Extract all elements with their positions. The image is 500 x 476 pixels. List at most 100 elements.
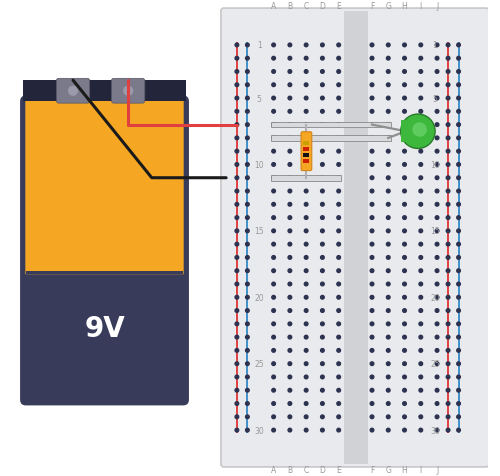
Text: 1: 1 [432, 41, 438, 50]
Circle shape [419, 163, 422, 167]
Circle shape [386, 124, 390, 127]
Circle shape [435, 243, 439, 247]
Circle shape [370, 57, 374, 61]
Circle shape [272, 190, 276, 193]
Circle shape [435, 97, 439, 100]
Circle shape [235, 336, 238, 339]
Circle shape [457, 84, 460, 88]
Circle shape [402, 229, 406, 233]
Circle shape [435, 163, 439, 167]
Circle shape [246, 309, 249, 313]
Circle shape [400, 115, 435, 149]
Circle shape [320, 402, 324, 406]
Circle shape [288, 150, 292, 154]
Circle shape [272, 124, 276, 127]
Circle shape [337, 415, 340, 419]
Circle shape [402, 216, 406, 220]
Circle shape [304, 269, 308, 273]
Circle shape [386, 57, 390, 61]
Circle shape [386, 84, 390, 88]
Circle shape [272, 256, 276, 260]
Circle shape [435, 336, 439, 339]
Text: B: B [288, 2, 292, 10]
Circle shape [337, 296, 340, 299]
Circle shape [402, 243, 406, 247]
Circle shape [435, 309, 439, 313]
Circle shape [402, 57, 406, 61]
Text: A: A [271, 466, 276, 474]
Circle shape [337, 150, 340, 154]
Circle shape [402, 415, 406, 419]
Circle shape [288, 124, 292, 127]
Circle shape [288, 177, 292, 180]
Circle shape [402, 163, 406, 167]
Circle shape [457, 296, 460, 299]
Circle shape [446, 388, 450, 392]
Circle shape [435, 177, 439, 180]
Circle shape [272, 44, 276, 48]
Circle shape [402, 296, 406, 299]
Circle shape [246, 415, 249, 419]
Circle shape [446, 70, 450, 74]
Circle shape [446, 336, 450, 339]
Circle shape [435, 124, 439, 127]
Circle shape [446, 243, 450, 247]
Circle shape [320, 44, 324, 48]
FancyBboxPatch shape [56, 79, 90, 104]
Text: A: A [271, 2, 276, 10]
Circle shape [446, 203, 450, 207]
Circle shape [457, 150, 460, 154]
Circle shape [320, 349, 324, 352]
Circle shape [246, 296, 249, 299]
Circle shape [320, 177, 324, 180]
Circle shape [288, 428, 292, 432]
Circle shape [288, 322, 292, 326]
Circle shape [446, 362, 450, 366]
Circle shape [320, 124, 324, 127]
Circle shape [402, 97, 406, 100]
Circle shape [370, 84, 374, 88]
Circle shape [272, 376, 276, 379]
Circle shape [457, 376, 460, 379]
Circle shape [304, 97, 308, 100]
Circle shape [370, 256, 374, 260]
Circle shape [402, 283, 406, 286]
Circle shape [246, 137, 249, 140]
Circle shape [246, 203, 249, 207]
Circle shape [386, 296, 390, 299]
Circle shape [435, 415, 439, 419]
Circle shape [446, 124, 450, 127]
Circle shape [272, 70, 276, 74]
Text: 20: 20 [430, 293, 440, 302]
Circle shape [124, 87, 132, 96]
Circle shape [304, 124, 308, 127]
Circle shape [435, 57, 439, 61]
Circle shape [337, 376, 340, 379]
Circle shape [304, 336, 308, 339]
Circle shape [457, 402, 460, 406]
Circle shape [246, 84, 249, 88]
Circle shape [435, 137, 439, 140]
Circle shape [304, 203, 308, 207]
Circle shape [337, 190, 340, 193]
Circle shape [246, 322, 249, 326]
Circle shape [419, 44, 422, 48]
Circle shape [386, 97, 390, 100]
FancyBboxPatch shape [26, 101, 184, 275]
Circle shape [457, 362, 460, 366]
Circle shape [288, 229, 292, 233]
Circle shape [419, 283, 422, 286]
Circle shape [419, 428, 422, 432]
Circle shape [457, 110, 460, 114]
Circle shape [320, 137, 324, 140]
Circle shape [337, 256, 340, 260]
Circle shape [304, 322, 308, 326]
Circle shape [235, 70, 238, 74]
Circle shape [370, 203, 374, 207]
Circle shape [457, 256, 460, 260]
Circle shape [446, 57, 450, 61]
Circle shape [446, 150, 450, 154]
Circle shape [304, 415, 308, 419]
Circle shape [419, 84, 422, 88]
Circle shape [288, 216, 292, 220]
